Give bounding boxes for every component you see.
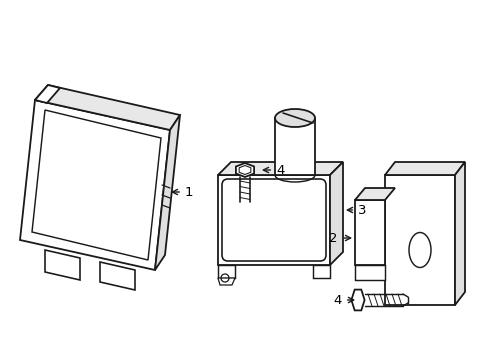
Text: 2: 2 [329,231,350,244]
Polygon shape [384,162,464,175]
Polygon shape [235,163,254,177]
Polygon shape [32,110,161,260]
Polygon shape [218,162,342,175]
Polygon shape [218,265,235,278]
Polygon shape [20,100,170,270]
Polygon shape [274,118,314,175]
Polygon shape [351,289,364,310]
Polygon shape [100,262,135,290]
Text: 4: 4 [333,293,353,306]
Polygon shape [155,115,180,270]
Ellipse shape [274,109,314,127]
Text: 1: 1 [172,185,193,198]
Polygon shape [45,250,80,280]
Polygon shape [354,265,384,280]
Polygon shape [384,175,454,305]
Polygon shape [354,200,384,265]
Polygon shape [35,85,60,103]
Text: 4: 4 [263,163,284,176]
Text: 3: 3 [346,203,366,216]
Polygon shape [239,166,250,175]
Polygon shape [312,265,329,278]
Polygon shape [454,162,464,305]
Polygon shape [354,188,394,200]
Polygon shape [35,85,180,130]
Polygon shape [329,162,342,265]
Polygon shape [218,278,235,285]
Polygon shape [218,175,329,265]
